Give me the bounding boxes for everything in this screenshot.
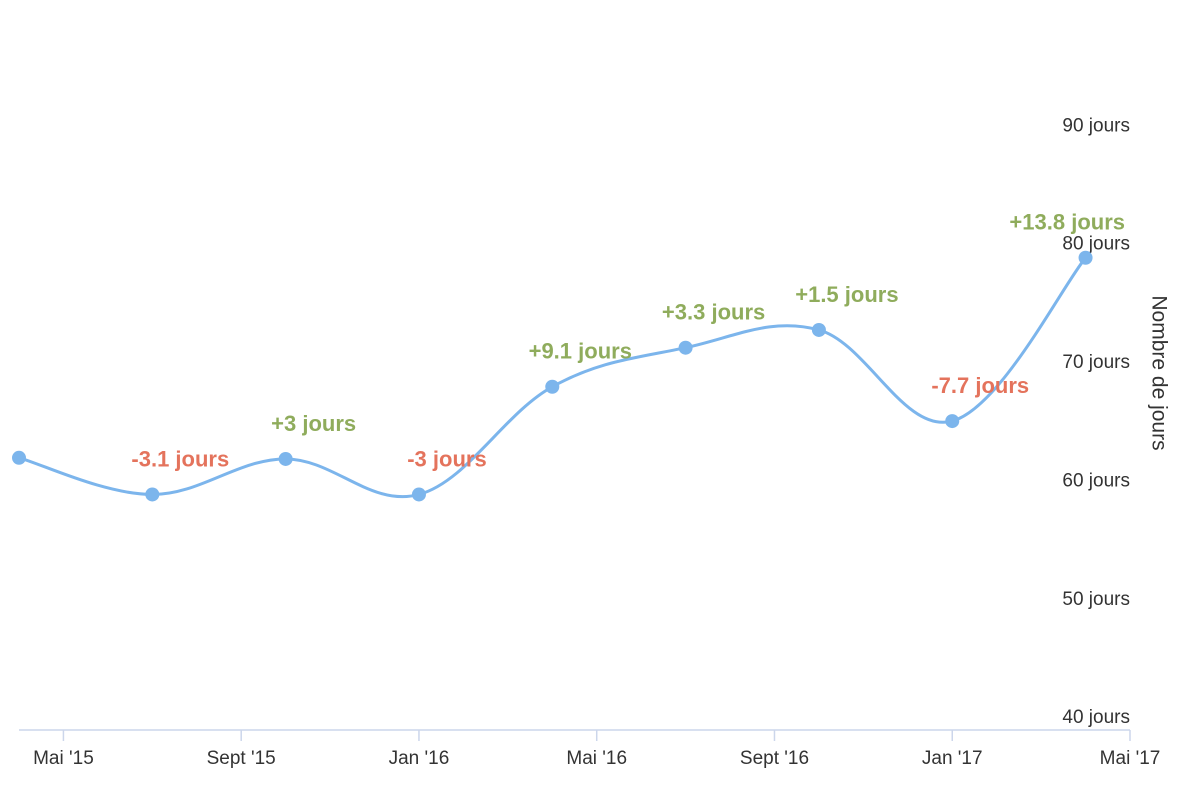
x-tick-label: Mai '15 (33, 748, 94, 769)
change-label: -3 jours (407, 446, 486, 471)
change-label: +13.8 jours (1009, 210, 1125, 235)
y-tick-label: 70 jours (1062, 352, 1130, 373)
y-axis-title: Nombre de jours (1147, 295, 1170, 450)
change-label: +1.5 jours (795, 282, 898, 307)
x-tick-label: Jan '17 (922, 748, 983, 769)
change-label: +9.1 jours (529, 339, 632, 364)
x-tick-label: Jan '16 (389, 748, 450, 769)
data-point (545, 379, 560, 394)
y-tick-label: 90 jours (1062, 115, 1130, 136)
data-point (411, 487, 426, 502)
change-label: +3 jours (271, 411, 356, 436)
data-point (145, 487, 160, 502)
data-point (278, 451, 293, 466)
y-tick-label: 60 jours (1062, 470, 1130, 491)
x-tick-label: Sept '16 (740, 748, 809, 769)
change-label: -7.7 jours (931, 373, 1029, 398)
y-tick-label: 80 jours (1062, 234, 1130, 255)
x-tick-label: Mai '17 (1100, 748, 1161, 769)
data-point (12, 450, 26, 465)
y-tick-label: 40 jours (1062, 707, 1130, 728)
change-label: -3.1 jours (131, 446, 229, 471)
data-point (1078, 250, 1093, 265)
x-tick-label: Mai '16 (566, 748, 627, 769)
data-point (945, 414, 960, 429)
data-point (811, 322, 826, 337)
y-tick-label: 50 jours (1062, 589, 1130, 610)
change-label: +3.3 jours (662, 300, 765, 325)
data-point (678, 340, 693, 355)
x-tick-label: Sept '15 (207, 748, 276, 769)
